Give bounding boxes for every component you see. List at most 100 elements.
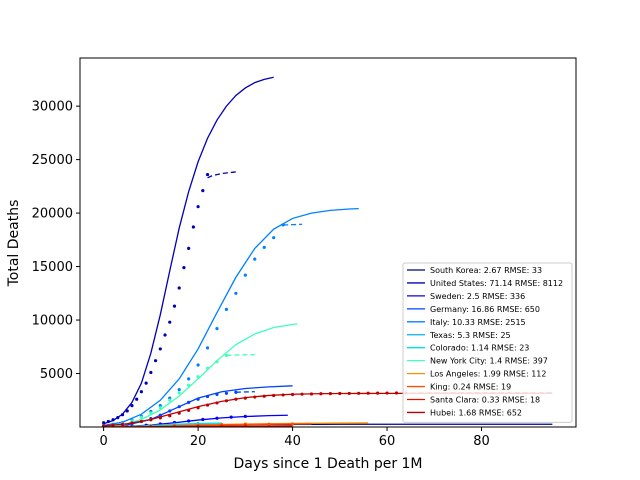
data-point-united-states — [168, 320, 172, 324]
data-point-united-states — [106, 419, 110, 424]
x-tick-label: 0 — [99, 434, 107, 449]
data-point-united-states — [191, 225, 195, 229]
data-point-germany — [168, 409, 172, 413]
data-point-hubei — [394, 391, 399, 395]
data-point-hubei — [262, 394, 266, 398]
data-point-united-states — [158, 347, 162, 351]
plot-marks — [102, 76, 553, 427]
legend-item-italy: Italy: 10.33 RMSE: 2515 — [407, 318, 526, 327]
data-point-germany — [158, 413, 162, 417]
data-point-italy — [196, 363, 200, 367]
y-tick-label: 15000 — [32, 260, 73, 275]
x-tick-label: 60 — [379, 434, 396, 449]
data-point-hubei — [281, 393, 285, 397]
data-point-hubei — [309, 392, 314, 396]
legend: South Korea: 2.67 RMSE: 33 United States:… — [402, 262, 573, 423]
prediction-line-italy — [283, 223, 303, 226]
fit-line-united-states — [103, 76, 274, 425]
data-point-united-states — [205, 172, 210, 177]
x-tick-label: 80 — [473, 434, 490, 449]
y-tick-label: 5000 — [40, 367, 73, 382]
data-point-new-york-city — [168, 398, 172, 402]
data-point-germany — [224, 391, 229, 395]
y-tick-label: 25000 — [32, 153, 73, 168]
data-point-hubei — [234, 397, 238, 401]
fit-line-italy — [103, 207, 359, 427]
data-point-united-states — [116, 415, 120, 420]
legend-label: Sweden: 2.5 RMSE: 336 — [430, 292, 525, 301]
legend-item-germany: Germany: 16.86 RMSE: 650 — [407, 305, 540, 314]
data-point-hubei — [319, 392, 323, 396]
data-point-sweden — [187, 419, 191, 423]
data-point-united-states — [130, 404, 134, 408]
prediction-line-new-york-city — [226, 354, 255, 356]
legend-item-santa-clara: Santa Clara: 0.33 RMSE: 18 — [407, 396, 540, 405]
data-point-hubei — [243, 396, 247, 400]
data-point-hubei — [111, 423, 115, 427]
data-point-santa-clara — [243, 424, 247, 427]
data-point-italy — [234, 291, 238, 295]
data-point-italy — [215, 327, 219, 331]
data-point-italy — [243, 273, 247, 277]
data-point-germany — [196, 397, 200, 401]
x-tick-label: 40 — [284, 434, 301, 449]
data-point-united-states — [196, 205, 200, 209]
legend-label: Italy: 10.33 RMSE: 2515 — [430, 318, 526, 327]
data-point-italy — [205, 346, 210, 350]
data-point-hubei — [187, 408, 191, 413]
data-point-united-states — [135, 397, 139, 401]
data-point-united-states — [111, 418, 115, 422]
data-point-italy — [187, 377, 191, 381]
data-point-germany — [177, 405, 181, 409]
data-point-united-states — [153, 359, 158, 363]
prediction-line-germany — [235, 391, 255, 393]
legend-label: Texas: 5.3 RMSE: 25 — [429, 331, 511, 340]
data-point-sweden — [229, 415, 233, 419]
data-point-germany — [234, 390, 238, 394]
data-point-hubei — [300, 392, 304, 396]
y-axis-label: Total Deaths — [6, 200, 22, 288]
legend-label: King: 0.24 RMSE: 19 — [430, 383, 511, 392]
data-point-italy — [272, 236, 276, 240]
legend-item-south-korea: South Korea: 2.67 RMSE: 33 — [407, 266, 542, 275]
data-point-united-states — [187, 246, 191, 250]
data-point-sweden — [215, 416, 219, 420]
data-point-king — [290, 422, 295, 426]
data-point-italy — [224, 307, 229, 311]
data-point-santa-clara — [220, 424, 224, 427]
data-point-germany — [187, 400, 191, 404]
legend-label: Santa Clara: 0.33 RMSE: 18 — [430, 396, 540, 405]
legend-item-king: King: 0.24 RMSE: 19 — [407, 383, 511, 392]
legend-item-los-angeles: Los Angeles: 1.99 RMSE: 112 — [407, 370, 546, 379]
data-point-italy — [253, 257, 257, 261]
data-point-hubei — [347, 391, 351, 396]
series-united-states — [102, 76, 274, 425]
data-point-united-states — [182, 266, 186, 270]
data-point-hubei — [224, 399, 229, 403]
axis-ticks: 0 20 40 60 80 5000 10000 15000 20000 25000 30000 — [32, 100, 490, 449]
y-tick-label: 30000 — [32, 100, 73, 115]
legend-item-united-states: United States: 71.14 RMSE: 8112 — [407, 279, 563, 288]
data-point-new-york-city — [196, 375, 200, 379]
data-point-hubei — [338, 391, 342, 396]
data-point-new-york-city — [224, 353, 229, 357]
data-point-new-york-city — [149, 411, 153, 415]
data-point-hubei — [177, 411, 181, 415]
data-point-hubei — [130, 421, 134, 425]
legend-item-texas: Texas: 5.3 RMSE: 25 — [407, 331, 511, 340]
data-point-santa-clara — [172, 424, 177, 427]
data-point-sweden — [243, 414, 247, 419]
data-point-hubei — [272, 393, 276, 398]
data-point-united-states — [201, 189, 205, 193]
data-point-hubei — [120, 422, 125, 426]
data-point-italy — [281, 223, 285, 227]
series-new-york-city — [102, 323, 298, 427]
data-point-hubei — [328, 392, 332, 396]
data-point-germany — [205, 394, 210, 399]
legend-label: Los Angeles: 1.99 RMSE: 112 — [430, 370, 546, 379]
legend-label: New York City: 1.4 RMSE: 397 — [430, 357, 548, 366]
data-point-new-york-city — [215, 360, 219, 364]
data-point-hubei — [168, 414, 172, 418]
data-point-united-states — [149, 370, 153, 375]
data-point-santa-clara — [196, 424, 200, 427]
